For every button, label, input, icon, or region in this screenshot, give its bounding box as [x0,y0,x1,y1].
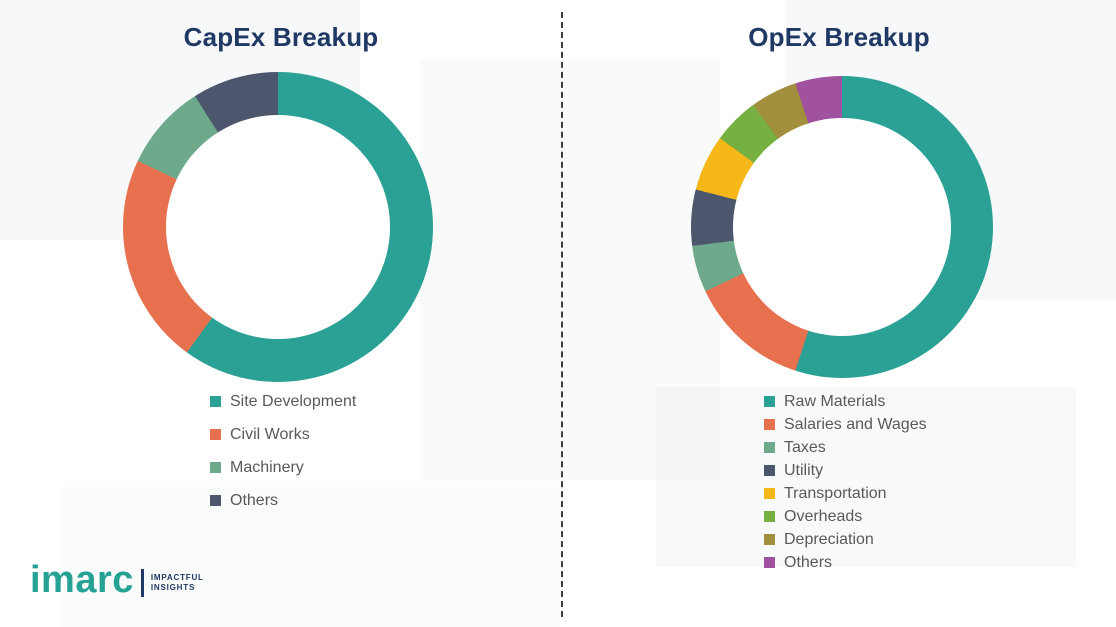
legend-item: Overheads [764,507,927,526]
legend-label: Transportation [784,485,887,502]
legend-label: Others [784,554,833,571]
legend-item: Depreciation [764,530,927,549]
legend-label: Depreciation [784,531,874,548]
legend-label: Civil Works [230,426,310,443]
donut-hole [733,118,951,336]
imarc-logo-tagline: IMPACTFUL INSIGHTS [151,573,204,593]
legend-label: Taxes [784,439,826,456]
opex-chart-title: OpEx Breakup [748,22,930,52]
legend-label: Machinery [230,459,304,476]
vertical-dashed-divider [561,12,563,617]
legend-label: Salaries and Wages [784,416,927,433]
legend-item: Raw Materials [764,392,927,411]
capex-donut-chart [123,72,433,382]
legend-item: Others [764,553,927,572]
legend-item: Transportation [764,484,927,503]
legend-swatch [210,495,221,506]
legend-label: Raw Materials [784,393,886,410]
tagline-line-2: INSIGHTS [150,583,196,592]
legend-swatch [210,396,221,407]
legend-swatch [764,557,775,568]
opex-donut-chart [691,76,993,378]
opex-legend: Raw Materials Salaries and Wages Taxes Util… [764,392,927,576]
legend-item: Others [210,491,356,510]
legend-item: Salaries and Wages [764,415,927,434]
legend-label: Others [230,492,279,509]
legend-swatch [764,534,775,545]
legend-swatch [764,465,775,476]
legend-swatch [764,488,775,499]
legend-swatch [210,462,221,473]
capex-panel: CapEx Breakup Site Development Civil Work… [123,22,433,524]
opex-panel: OpEx Breakup Raw Materials Salaries and W… [562,0,1116,627]
capex-chart-title: CapEx Breakup [183,22,379,52]
legend-item: Civil Works [210,425,356,444]
capex-legend: Site Development Civil Works Machinery Othe… [210,392,356,524]
logo-divider-bar [140,569,144,597]
legend-swatch [210,429,221,440]
legend-label: Overheads [784,508,863,525]
imarc-logo: imarc IMPACTFUL INSIGHTS [30,560,204,600]
legend-item: Machinery [210,458,356,477]
legend-swatch [764,396,775,407]
legend-swatch [764,419,775,430]
legend-item: Taxes [764,438,927,457]
donut-hole [166,115,390,339]
legend-item: Site Development [210,392,356,411]
legend-label: Utility [784,462,824,479]
tagline-line-1: IMPACTFUL [150,573,204,582]
imarc-logo-text: imarc [30,559,134,601]
legend-swatch [764,442,775,453]
legend-item: Utility [764,461,927,480]
legend-label: Site Development [230,393,357,410]
legend-swatch [764,511,775,522]
